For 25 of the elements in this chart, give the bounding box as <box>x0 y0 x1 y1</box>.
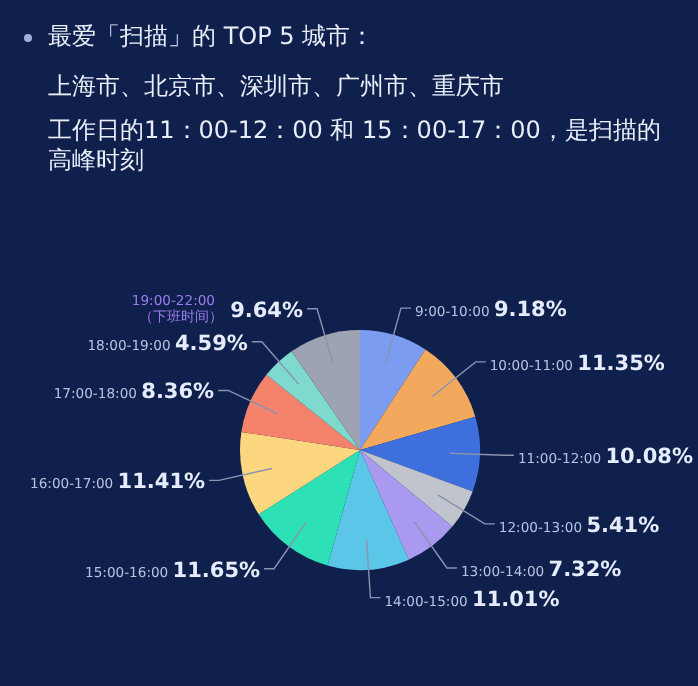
data-label: 9.18% <box>493 298 568 323</box>
pie-slice <box>258 450 360 566</box>
chart-title: 最爱「扫描」的 TOP 5 城市： <box>48 20 375 54</box>
data-label: 4.59% <box>174 331 249 356</box>
data-label: 11.41% <box>117 470 207 495</box>
chart-subtitle: 上海市、北京市、深圳市、广州市、重庆市 <box>48 70 506 104</box>
data-label: 11.35% <box>577 351 666 376</box>
data-label: 5.41% <box>586 513 661 538</box>
pie-slice <box>240 431 360 515</box>
data-label: 10.08% <box>605 445 694 470</box>
pie-slice <box>360 330 426 450</box>
pie-slice <box>327 450 409 570</box>
pie-slice <box>241 374 360 450</box>
pie-slice <box>360 416 480 492</box>
data-label: 11.65% <box>172 558 262 583</box>
text: 工作日的11：00-12：00 和 15：00-17：00，是扫描的高峰时刻 <box>48 116 663 176</box>
pie-slice <box>360 450 453 560</box>
data-label: 9.64% <box>230 298 304 323</box>
pie-slice <box>360 349 476 450</box>
data-label: 11.01% <box>472 587 561 612</box>
pie-slice <box>266 351 360 450</box>
pie-slice <box>291 330 360 450</box>
data-label: 7.32% <box>548 557 623 582</box>
data-label: 8.36% <box>141 380 216 405</box>
pie-slice <box>360 450 473 527</box>
